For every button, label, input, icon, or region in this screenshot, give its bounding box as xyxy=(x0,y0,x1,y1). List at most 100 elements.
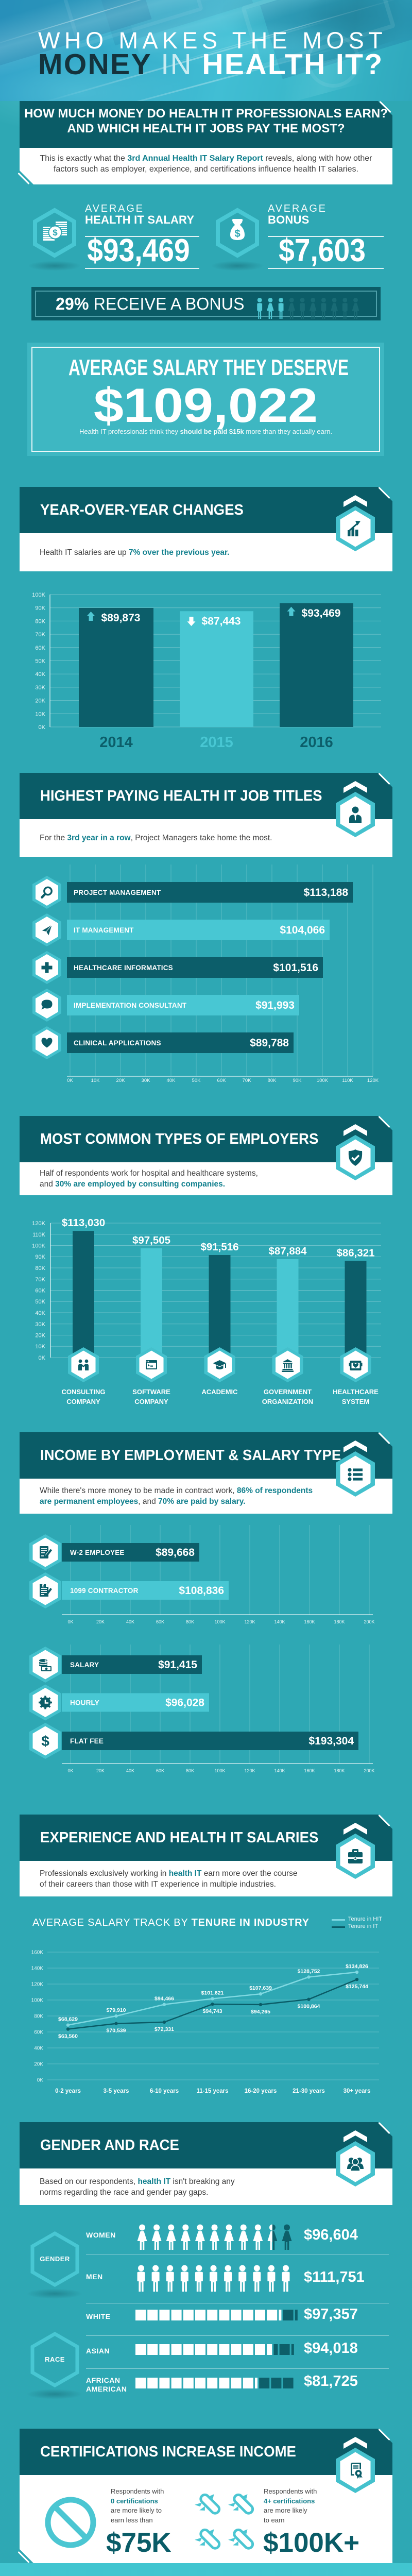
svg-text:11-15 years: 11-15 years xyxy=(196,2088,228,2094)
svg-text:20K: 20K xyxy=(96,1619,105,1624)
svg-text:$96,028: $96,028 xyxy=(165,1697,204,1709)
svg-text:SYSTEM: SYSTEM xyxy=(342,1398,369,1405)
svg-text:80K: 80K xyxy=(35,1265,45,1272)
svg-text:100K: 100K xyxy=(32,1243,45,1249)
svg-text:$86,321: $86,321 xyxy=(336,1247,374,1259)
svg-text:200K: 200K xyxy=(364,1768,374,1773)
svg-text:50K: 50K xyxy=(35,658,45,665)
svg-text:COMPANY: COMPANY xyxy=(134,1398,168,1405)
svg-text:$107,639: $107,639 xyxy=(249,1985,272,1991)
svg-text:100K: 100K xyxy=(317,1078,329,1083)
svg-text:140K: 140K xyxy=(31,1966,44,1972)
svg-text:$128,752: $128,752 xyxy=(298,1968,320,1974)
svg-text:$97,505: $97,505 xyxy=(132,1234,170,1246)
svg-text:SALARY: SALARY xyxy=(70,1661,99,1669)
svg-text:110K: 110K xyxy=(32,1232,46,1238)
svg-text:60K: 60K xyxy=(156,1619,164,1624)
svg-text:100K: 100K xyxy=(214,1768,225,1773)
svg-text:$89,788: $89,788 xyxy=(250,1037,289,1049)
svg-text:IT MANAGEMENT: IT MANAGEMENT xyxy=(74,926,134,934)
svg-text:$: $ xyxy=(53,228,58,238)
svg-text:20K: 20K xyxy=(116,1078,126,1083)
svg-text:40K: 40K xyxy=(126,1768,134,1773)
svg-text:IMPLEMENTATION CONSULTANT: IMPLEMENTATION CONSULTANT xyxy=(74,1002,187,1009)
svg-text:RACE: RACE xyxy=(45,2355,65,2363)
svg-text:160K: 160K xyxy=(304,1619,315,1624)
svg-text:60K: 60K xyxy=(156,1768,164,1773)
svg-text:COMPANY: COMPANY xyxy=(66,1398,100,1405)
svg-text:$87,884: $87,884 xyxy=(268,1245,307,1257)
svg-text:120K: 120K xyxy=(244,1768,255,1773)
svg-text:40K: 40K xyxy=(35,1310,45,1316)
svg-text:3-5 years: 3-5 years xyxy=(104,2088,129,2094)
svg-text:CLINICAL APPLICATIONS: CLINICAL APPLICATIONS xyxy=(74,1039,161,1047)
svg-text:20K: 20K xyxy=(35,698,45,704)
svg-text:0K: 0K xyxy=(37,2078,44,2083)
svg-text:40K: 40K xyxy=(35,671,45,677)
svg-text:2014: 2014 xyxy=(99,734,133,751)
svg-text:110K: 110K xyxy=(342,1078,353,1083)
svg-text:80K: 80K xyxy=(35,618,45,624)
svg-text:HEALTHCARE: HEALTHCARE xyxy=(333,1388,379,1396)
svg-text:$134,826: $134,826 xyxy=(346,1963,368,1970)
svg-text:HOURLY: HOURLY xyxy=(70,1699,99,1707)
svg-text:$108,836: $108,836 xyxy=(179,1585,224,1597)
svg-text:0K: 0K xyxy=(67,1768,73,1773)
svg-text:50K: 50K xyxy=(192,1078,201,1083)
svg-text:1099 CONTRACTOR: 1099 CONTRACTOR xyxy=(70,1587,139,1595)
svg-text:10K: 10K xyxy=(35,1344,45,1350)
svg-text:$89,873: $89,873 xyxy=(101,612,141,624)
svg-text:$87,443: $87,443 xyxy=(202,615,241,627)
svg-text:$63,560: $63,560 xyxy=(58,2033,78,2040)
svg-text:$100,864: $100,864 xyxy=(298,2004,320,2010)
svg-text:$93,469: $93,469 xyxy=(302,607,341,619)
svg-text:$: $ xyxy=(234,228,240,240)
svg-text:$91,415: $91,415 xyxy=(158,1659,197,1671)
svg-text:20K: 20K xyxy=(96,1768,105,1773)
svg-text:$: $ xyxy=(45,1659,47,1664)
svg-text:60K: 60K xyxy=(35,1288,45,1294)
svg-text:50K: 50K xyxy=(35,1299,45,1305)
svg-text:$94,265: $94,265 xyxy=(251,2009,270,2015)
svg-text:80K: 80K xyxy=(268,1078,277,1083)
svg-text:GOVERNMENT: GOVERNMENT xyxy=(264,1388,312,1396)
svg-text:90K: 90K xyxy=(35,605,45,612)
svg-text:20K: 20K xyxy=(35,1333,45,1339)
svg-text:40K: 40K xyxy=(34,2046,43,2052)
svg-text:0K: 0K xyxy=(39,724,46,731)
svg-text:30K: 30K xyxy=(142,1078,151,1083)
svg-text:60K: 60K xyxy=(35,645,45,651)
svg-text:$70,539: $70,539 xyxy=(107,2028,126,2034)
svg-text:$104,066: $104,066 xyxy=(280,924,325,936)
svg-text:21-30 years: 21-30 years xyxy=(293,2088,325,2094)
svg-text:70K: 70K xyxy=(243,1078,252,1083)
svg-text:2015: 2015 xyxy=(200,734,233,751)
svg-text:GENDER: GENDER xyxy=(40,2255,70,2263)
svg-text:40K: 40K xyxy=(167,1078,176,1083)
svg-text:20K: 20K xyxy=(34,2062,43,2067)
svg-text:$: $ xyxy=(41,1733,49,1749)
svg-text:$89,668: $89,668 xyxy=(156,1547,195,1558)
svg-text:$72,331: $72,331 xyxy=(154,2026,174,2032)
svg-text:$113,188: $113,188 xyxy=(304,887,349,899)
svg-text:30+ years: 30+ years xyxy=(344,2088,371,2094)
svg-text:W-2 EMPLOYEE: W-2 EMPLOYEE xyxy=(70,1549,125,1556)
svg-text:60K: 60K xyxy=(217,1078,227,1083)
svg-text:100K: 100K xyxy=(214,1619,225,1624)
svg-text:180K: 180K xyxy=(334,1619,345,1624)
svg-text:10K: 10K xyxy=(91,1078,100,1083)
svg-text:80K: 80K xyxy=(186,1768,194,1773)
svg-text:30K: 30K xyxy=(35,1321,45,1328)
svg-text:80K: 80K xyxy=(186,1619,194,1624)
svg-text:16-20 years: 16-20 years xyxy=(245,2088,277,2094)
svg-text:100K: 100K xyxy=(31,1998,44,2004)
svg-text:140K: 140K xyxy=(274,1768,285,1773)
svg-text:10K: 10K xyxy=(35,711,45,717)
svg-text:6-10 years: 6-10 years xyxy=(150,2088,179,2094)
svg-text:$125,744: $125,744 xyxy=(346,1984,368,1990)
svg-text:HEALTHCARE INFORMATICS: HEALTHCARE INFORMATICS xyxy=(74,964,173,972)
svg-text:$193,304: $193,304 xyxy=(308,1735,354,1747)
svg-text:PROJECT MANAGEMENT: PROJECT MANAGEMENT xyxy=(74,889,161,896)
svg-text:ORGANIZATION: ORGANIZATION xyxy=(262,1398,313,1405)
svg-text:90K: 90K xyxy=(35,1254,45,1260)
